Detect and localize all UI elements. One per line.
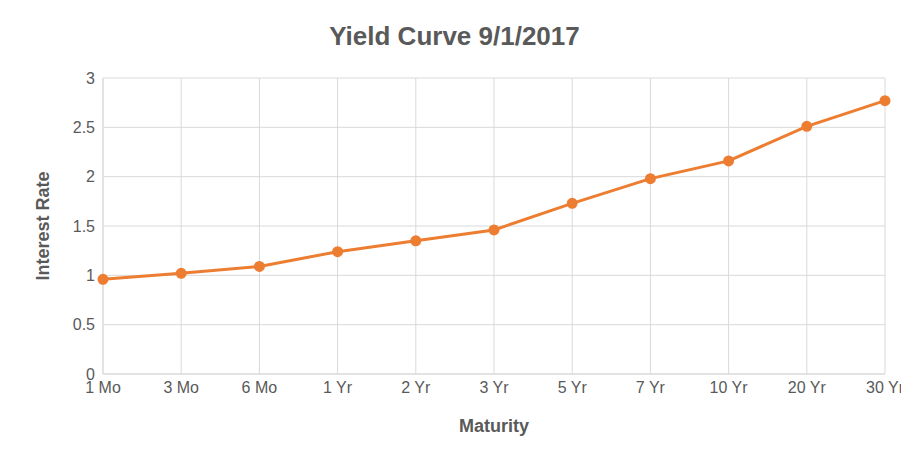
svg-text:1: 1 (86, 267, 95, 284)
svg-text:1.5: 1.5 (73, 218, 95, 235)
svg-text:2 Yr: 2 Yr (401, 379, 431, 396)
svg-text:0.5: 0.5 (73, 316, 95, 333)
svg-text:3 Yr: 3 Yr (479, 379, 509, 396)
svg-text:Maturity: Maturity (459, 416, 529, 436)
svg-text:30 Yr: 30 Yr (866, 379, 901, 396)
svg-text:0: 0 (86, 366, 95, 383)
svg-text:1 Yr: 1 Yr (323, 379, 353, 396)
svg-text:20 Yr: 20 Yr (788, 379, 827, 396)
svg-text:5 Yr: 5 Yr (558, 379, 588, 396)
svg-text:3: 3 (86, 70, 95, 87)
svg-text:2: 2 (86, 168, 95, 185)
svg-text:Interest Rate: Interest Rate (33, 171, 53, 280)
html-text:Yield Curve 9/1/2017: Yield Curve 9/1/2017 (329, 21, 580, 51)
svg-text:6 Mo: 6 Mo (242, 379, 278, 396)
svg-text:7 Yr: 7 Yr (636, 379, 666, 396)
svg-text:3 Mo: 3 Mo (163, 379, 199, 396)
svg-text:1 Mo: 1 Mo (85, 379, 121, 397)
svg-text:10 Yr: 10 Yr (710, 379, 749, 396)
svg-text:2.5: 2.5 (73, 119, 95, 136)
